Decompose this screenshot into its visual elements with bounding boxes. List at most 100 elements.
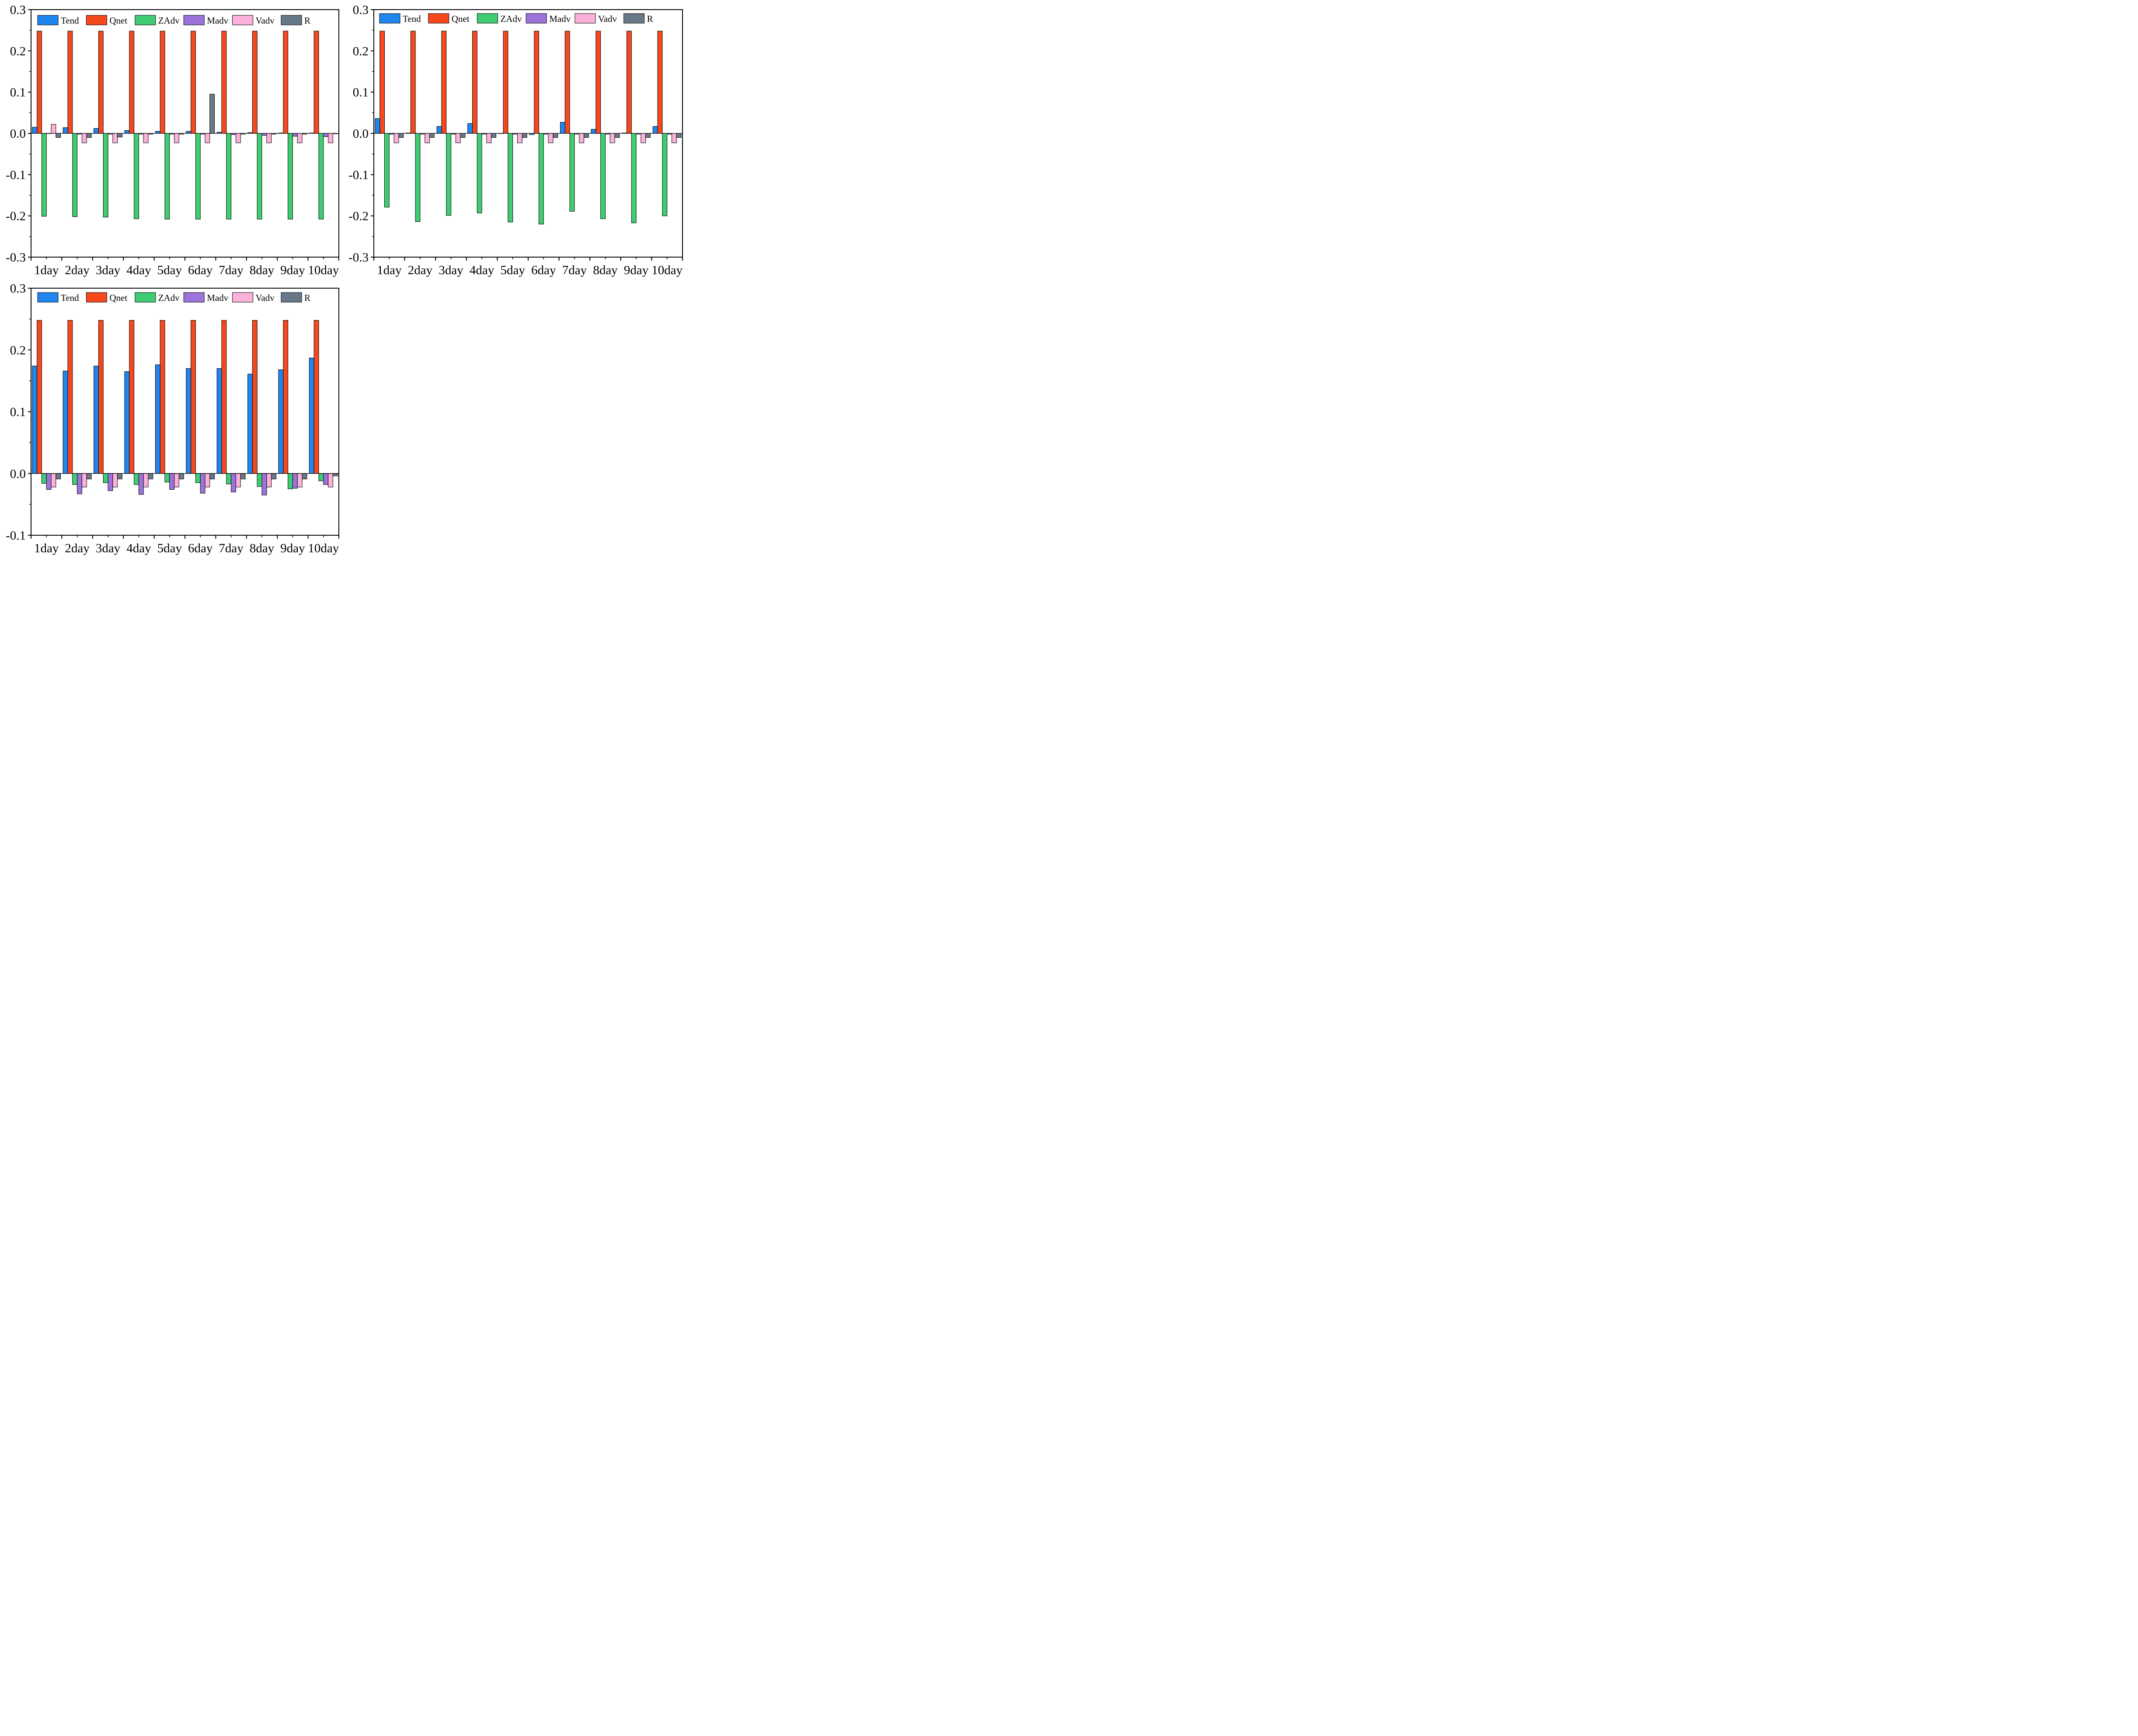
bar-madv-7day <box>231 473 236 492</box>
bar-r-1day <box>398 133 404 138</box>
bar-qnet-8day <box>595 31 601 134</box>
legend-swatch-vadv <box>232 15 254 25</box>
legend-label-zadv: ZAdv <box>158 293 180 303</box>
chart-panel-2: -0.3 -0.2 -0.1 0.0 0.1 0.2 0.3 1day 2day 3day 4day… <box>348 3 683 277</box>
y-tick-label: 0.1 <box>10 86 26 100</box>
figure: -0.3 -0.2 -0.1 0.0 0.1 0.2 0.3 1day 2day 3day 4day… <box>6 3 683 555</box>
bar-r-7day <box>240 473 246 479</box>
bar-vadv-2day <box>425 133 430 143</box>
bar-zadv-2day <box>72 473 78 485</box>
x-tick-label: 8day <box>250 541 275 555</box>
bar-zadv-10day <box>318 133 324 220</box>
bar-tend-1day <box>32 366 38 474</box>
bar-qnet-6day <box>191 320 196 474</box>
chart-panel-1: -0.3 -0.2 -0.1 0.0 0.1 0.2 0.3 1day 2day 3day 4day… <box>6 3 339 277</box>
chart-panel-3: -0.1 0.0 0.1 0.2 0.3 1day 2day 3day 4day 5day 6day… <box>6 282 339 555</box>
bar-madv-8day <box>261 473 267 495</box>
bar-zadv-9day <box>631 133 637 223</box>
y-tick-label: 0.1 <box>353 86 369 100</box>
legend-swatch-qnet <box>86 15 107 25</box>
bar-tend-8day <box>591 129 596 134</box>
bar-qnet-2day <box>67 31 73 134</box>
x-axis: 1day 2day 3day 4day 5day 6day 7day 8day 9day 10da… <box>31 535 339 555</box>
y-tick-label: 0.3 <box>10 282 26 296</box>
bar-zadv-7day <box>569 133 575 212</box>
legend-label-vadv: Vadv <box>256 293 275 303</box>
bar-zadv-4day <box>134 473 139 485</box>
x-tick-label: 4day <box>126 541 151 555</box>
legend: Tend Qnet ZAdv Madv Vadv R <box>379 13 653 24</box>
bar-qnet-1day <box>380 31 385 134</box>
legend-label-madv: Madv <box>207 293 228 303</box>
bar-r-1day <box>56 133 61 138</box>
x-tick-label: 7day <box>219 263 244 277</box>
y-tick-label: -0.3 <box>6 251 26 265</box>
x-tick-label: 8day <box>593 263 618 277</box>
bar-r-5day <box>178 473 184 479</box>
bar-vadv-7day <box>235 133 241 143</box>
x-tick-label: 8day <box>250 263 275 277</box>
bar-tend-1day <box>32 127 38 134</box>
bar-tend-10day <box>309 358 314 474</box>
bar-vadv-4day <box>143 133 149 143</box>
y-tick-label: 0.0 <box>10 127 26 141</box>
bar-r-4day <box>491 133 496 138</box>
x-tick-label: 6day <box>188 541 213 555</box>
legend: Tend Qnet ZAdv Madv Vadv R <box>37 292 310 303</box>
y-tick-label: 0.0 <box>353 127 369 141</box>
bar-vadv-6day <box>205 473 210 488</box>
y-tick-label: 0.2 <box>10 44 26 58</box>
x-tick-label: 2day <box>65 541 90 555</box>
legend-swatch-madv <box>183 15 205 25</box>
x-tick-label: 1day <box>377 263 402 277</box>
bar-madv-5day <box>169 473 175 490</box>
legend-swatch-r <box>281 292 302 303</box>
bar-zadv-2day <box>72 133 78 217</box>
bar-vadv-5day <box>174 473 179 488</box>
legend-swatch-vadv <box>232 292 254 303</box>
bar-zadv-6day <box>195 473 201 483</box>
x-tick-label: 2day <box>65 263 90 277</box>
bar-qnet-10day <box>313 31 319 134</box>
bar-zadv-5day <box>164 473 170 483</box>
bar-qnet-5day <box>503 31 508 134</box>
y-tick-label: 0.3 <box>10 3 26 17</box>
x-tick-label: 3day <box>96 541 121 555</box>
bar-tend-3day <box>436 126 442 134</box>
bar-vadv-4day <box>143 473 149 488</box>
bar-vadv-6day <box>548 133 554 143</box>
bar-zadv-5day <box>164 133 170 220</box>
x-tick-label: 5day <box>157 263 182 277</box>
bar-r-6day <box>209 473 215 479</box>
bar-qnet-7day <box>221 320 227 474</box>
bar-qnet-4day <box>129 31 135 134</box>
bar-zadv-1day <box>41 473 47 484</box>
bar-vadv-7day <box>579 133 584 143</box>
x-tick-label: 4day <box>470 263 494 277</box>
x-tick-label: 10day <box>651 263 682 277</box>
legend-label-qnet: Qnet <box>452 14 470 24</box>
bar-qnet-1day <box>37 31 42 134</box>
bar-vadv-8day <box>609 133 615 143</box>
bars <box>32 320 338 495</box>
bar-zadv-5day <box>508 133 513 223</box>
legend-label-zadv: ZAdv <box>500 14 522 24</box>
bar-tend-9day <box>278 369 284 474</box>
bar-r-7day <box>584 133 589 138</box>
bar-vadv-1day <box>51 473 56 488</box>
bar-tend-3day <box>94 128 99 134</box>
bar-qnet-9day <box>627 31 632 134</box>
bar-qnet-5day <box>160 31 165 134</box>
legend-swatch-madv <box>526 13 547 24</box>
legend-label-r: R <box>304 15 310 26</box>
legend-label-r: R <box>647 14 653 24</box>
bar-madv-10day <box>323 133 329 137</box>
legend-swatch-zadv <box>135 15 156 25</box>
y-tick-label: -0.2 <box>6 209 26 223</box>
bar-qnet-2day <box>410 31 416 134</box>
bar-r-4day <box>148 473 153 479</box>
bar-vadv-9day <box>297 473 303 488</box>
y-axis: -0.3 -0.2 -0.1 0.0 0.1 0.2 0.3 <box>6 3 31 265</box>
legend-swatch-zadv <box>477 13 498 24</box>
bar-vadv-8day <box>266 473 272 488</box>
